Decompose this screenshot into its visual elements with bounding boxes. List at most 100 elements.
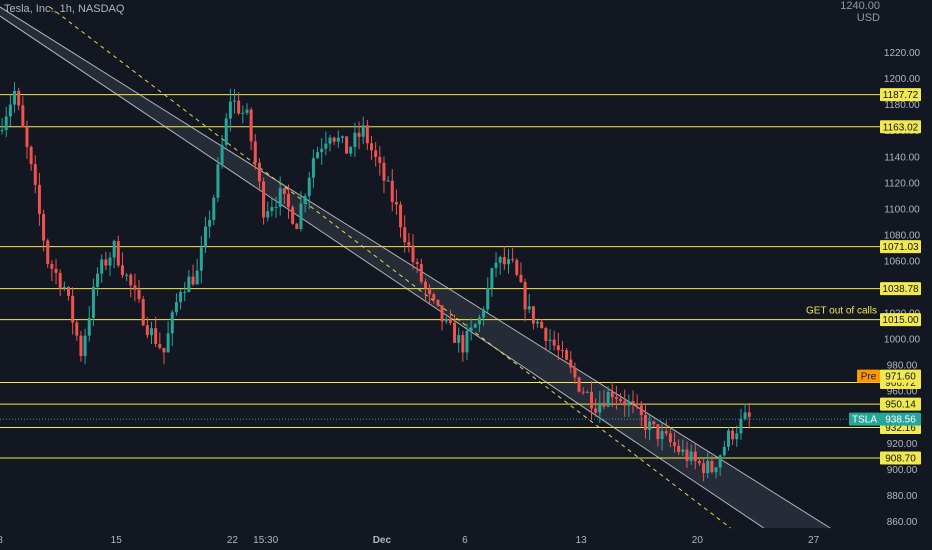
- y-tick-label: 1180.00: [884, 100, 920, 111]
- y-tick-label: 980.00: [887, 361, 918, 372]
- y-tick-label: 1220.00: [884, 48, 921, 59]
- x-tick-label: 15:30: [253, 535, 278, 546]
- candle-body: [469, 327, 473, 331]
- currency-label: 1240.00 USD: [840, 0, 880, 24]
- candle-body: [643, 415, 647, 430]
- candle-body: [191, 276, 195, 285]
- candle-body: [83, 335, 87, 357]
- candle-body: [511, 259, 515, 261]
- candle-body: [565, 350, 569, 360]
- candle-body: [42, 213, 46, 241]
- candle-body: [336, 137, 340, 142]
- y-tick-label: 1000.00: [884, 335, 921, 346]
- candle-body: [610, 391, 614, 398]
- candle-body: [116, 241, 120, 266]
- candle-body: [606, 391, 610, 407]
- candle-body: [453, 322, 457, 343]
- candle-body: [735, 433, 739, 440]
- candle-body: [457, 335, 461, 343]
- candle-body: [602, 402, 606, 407]
- candle-body: [573, 367, 577, 378]
- candle-body: [37, 184, 41, 214]
- level-label: 1038.78: [882, 284, 919, 295]
- candle-body: [361, 125, 365, 137]
- candle-body: [407, 242, 411, 246]
- candle-body: [324, 143, 328, 149]
- candle-body: [62, 286, 66, 289]
- candle-body: [635, 403, 639, 406]
- candle-body: [208, 219, 212, 227]
- y-tick-label: 1120.00: [884, 178, 920, 189]
- candle-body: [652, 421, 656, 425]
- top-tick-label: 1240.00: [840, 0, 880, 12]
- candle-body: [278, 188, 282, 207]
- candle-body: [220, 144, 224, 165]
- candle-body: [523, 282, 527, 310]
- last-price-box: [880, 412, 921, 426]
- y-tick-label: 1200.00: [884, 74, 921, 85]
- level-label: 1187.72: [883, 90, 919, 101]
- candle-body: [203, 226, 207, 248]
- candle-body: [585, 391, 589, 393]
- candle-body: [129, 274, 133, 286]
- candle-body: [382, 162, 386, 181]
- level-label-box: [880, 282, 921, 296]
- candle-body: [137, 289, 141, 300]
- candle-body: [328, 137, 332, 144]
- candle-body: [743, 412, 747, 419]
- candle-body: [33, 164, 37, 185]
- candle-body: [477, 317, 481, 325]
- candle-body: [71, 295, 75, 323]
- candle-body: [436, 299, 440, 306]
- candle-body: [303, 196, 307, 204]
- candle-body: [440, 305, 444, 322]
- candle-body: [141, 299, 145, 326]
- candle-body: [714, 467, 718, 473]
- candle-body: [241, 112, 245, 114]
- y-tick-label: 900.00: [887, 465, 918, 476]
- candle-body: [179, 292, 183, 303]
- candle-body: [461, 335, 465, 353]
- candle-body: [108, 257, 112, 266]
- candle-body: [257, 162, 261, 182]
- candle-body: [349, 146, 353, 154]
- level-label: 966.72: [885, 378, 916, 389]
- x-tick-label: 22: [227, 535, 239, 546]
- candle-body: [490, 268, 494, 288]
- candle-body: [286, 193, 290, 208]
- candle-body: [656, 424, 660, 440]
- candle-body: [473, 324, 477, 328]
- candle-body: [726, 430, 730, 447]
- candle-body: [13, 90, 17, 105]
- candle-body: [718, 455, 722, 468]
- last-tag-name: TSLA: [852, 415, 877, 426]
- candle-body: [536, 321, 540, 324]
- candle-body: [249, 109, 253, 142]
- candle-body: [166, 333, 170, 353]
- candle-body: [91, 286, 95, 318]
- candle-body: [58, 272, 62, 289]
- x-tick-label: 15: [111, 535, 123, 546]
- x-tick-label: Dec: [373, 535, 392, 546]
- candle-body: [527, 306, 531, 310]
- level-label: 1071.03: [882, 242, 919, 253]
- candle-body: [104, 259, 108, 266]
- candle-body: [345, 136, 349, 154]
- candle-body: [673, 442, 677, 446]
- candle-body: [311, 158, 315, 178]
- y-tick-label: 860.00: [887, 517, 918, 528]
- candle-body: [623, 401, 627, 406]
- candle-body: [693, 451, 697, 462]
- candle-body: [482, 309, 486, 318]
- candle-body: [689, 451, 693, 461]
- level-label: 1015.00: [882, 315, 919, 326]
- candle-body: [162, 347, 166, 353]
- candle-body: [299, 203, 303, 230]
- candle-body: [598, 402, 602, 413]
- x-tick-label: 20: [692, 535, 704, 546]
- y-tick-label: 1060.00: [884, 256, 921, 267]
- candle-body: [87, 317, 91, 336]
- candle-body: [266, 211, 270, 218]
